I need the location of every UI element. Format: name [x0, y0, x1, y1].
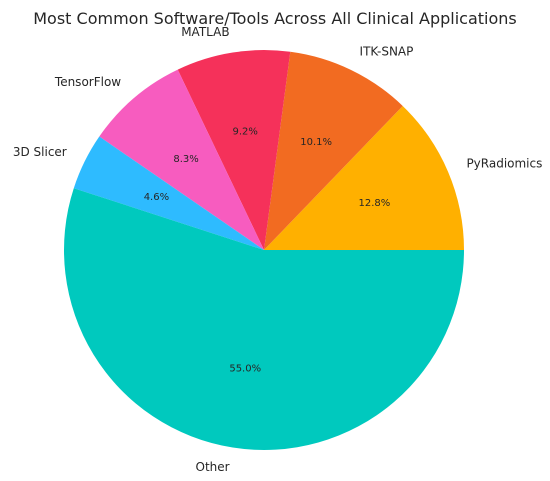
slice-percent-tensorflow: 8.3% [173, 154, 198, 165]
slice-label-3d-slicer: 3D Slicer [13, 145, 67, 159]
slice-label-tensorflow: TensorFlow [54, 75, 121, 89]
slice-percent-pyradiomics: 12.8% [359, 198, 391, 209]
pie-slice-tensorflow [99, 69, 264, 250]
pie-slice-itk-snap [264, 51, 403, 251]
slice-label-matlab: MATLAB [181, 25, 229, 39]
slice-percent-3d-slicer: 4.6% [144, 192, 169, 203]
slice-percent-itk-snap: 10.1% [300, 137, 332, 148]
pie-slice-pyradiomics [264, 105, 464, 250]
pie-slice-3d-slicer [73, 136, 264, 250]
slice-label-itk-snap: ITK-SNAP [360, 44, 414, 58]
slice-label-pyradiomics: PyRadiomics [466, 156, 542, 170]
slice-percent-other: 55.0% [229, 364, 261, 375]
pie-slice-other [63, 188, 464, 451]
slice-label-other: Other [196, 460, 230, 474]
chart-title: Most Common Software/Tools Across All Cl… [33, 9, 517, 28]
pie-slice-matlab [177, 50, 291, 250]
slice-percent-matlab: 9.2% [233, 126, 258, 137]
